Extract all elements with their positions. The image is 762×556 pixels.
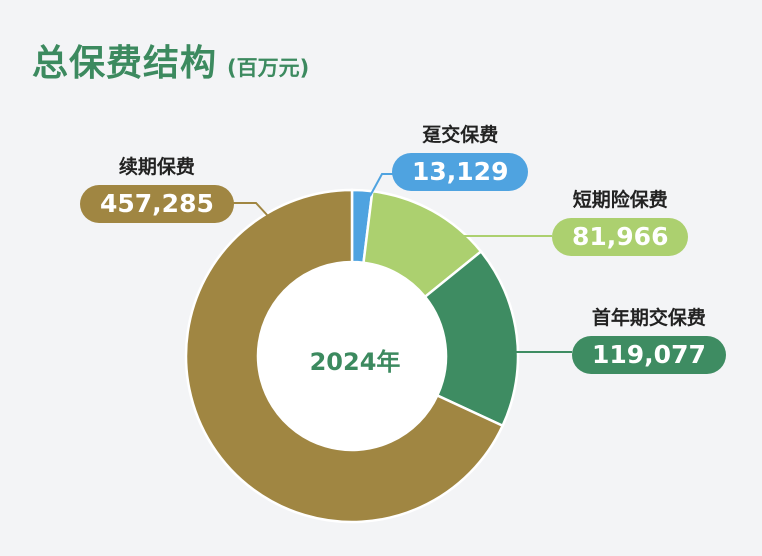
slice-label-single-premium: 趸交保费 13,129 bbox=[392, 120, 529, 191]
chart-title: 总保费结构 bbox=[32, 43, 218, 84]
slice-value-pill: 81,966 bbox=[552, 218, 689, 256]
slice-name: 首年期交保费 bbox=[591, 307, 706, 329]
slice-name: 趸交保费 bbox=[422, 124, 499, 146]
slice-name: 短期险保费 bbox=[572, 189, 668, 211]
donut-hole bbox=[258, 262, 446, 450]
slice-value-pill: 13,129 bbox=[392, 153, 529, 191]
chart-unit: (百万元) bbox=[227, 56, 310, 80]
leader-line-single-premium bbox=[369, 173, 396, 197]
slice-value-pill: 457,285 bbox=[80, 185, 234, 223]
slice-label-short-term: 短期险保费 81,966 bbox=[552, 185, 689, 256]
center-year-label: 2024年 bbox=[309, 348, 401, 376]
leader-line-renewal bbox=[224, 202, 269, 217]
slice-label-renewal: 续期保费 457,285 bbox=[80, 152, 234, 223]
slice-label-first-year: 首年期交保费 119,077 bbox=[572, 303, 726, 374]
chart-header: 总保费结构 (百万元) bbox=[32, 34, 309, 86]
slice-name: 续期保费 bbox=[118, 156, 195, 178]
slice-value-pill: 119,077 bbox=[572, 336, 726, 374]
